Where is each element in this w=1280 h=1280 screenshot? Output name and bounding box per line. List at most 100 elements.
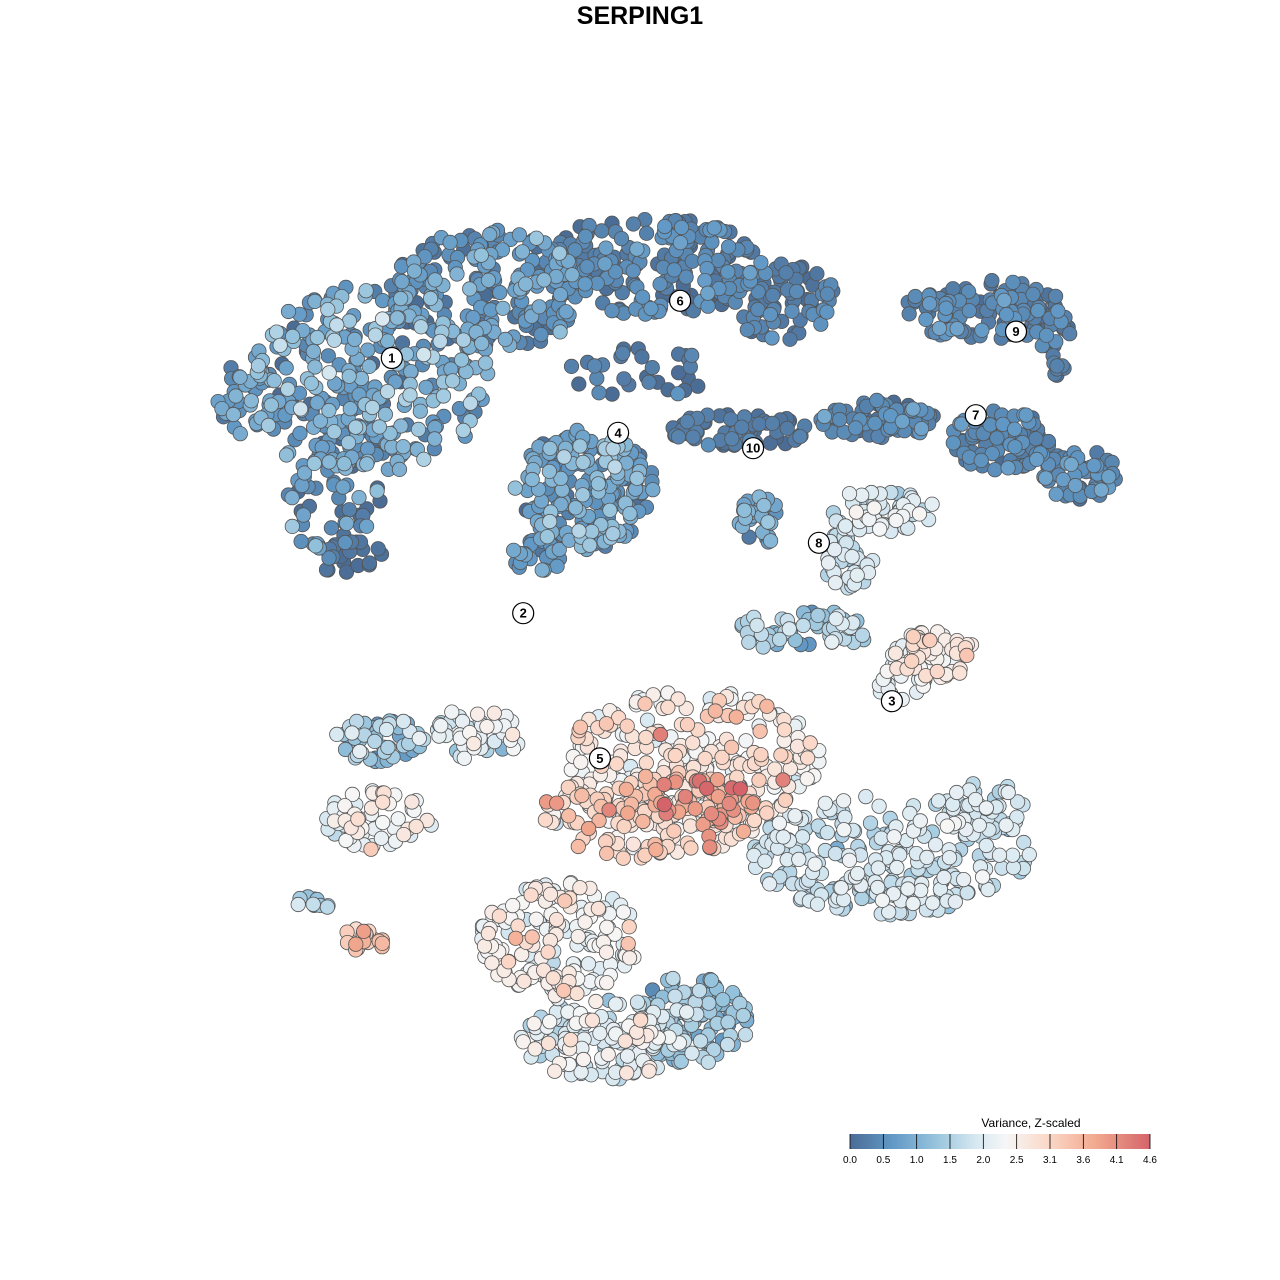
cell-point [734, 419, 750, 435]
cell-point [782, 331, 798, 347]
cell-point [941, 850, 958, 866]
legend-tick-label: 0.0 [843, 1155, 857, 1166]
cell-point [263, 397, 279, 413]
cell-point [435, 388, 452, 404]
cell-point [978, 800, 994, 816]
cell-point [480, 272, 496, 288]
cell-point [755, 639, 771, 655]
cell-point [701, 995, 717, 1011]
cell-point [319, 899, 335, 915]
cell-point [374, 292, 391, 309]
cell-point [922, 632, 938, 649]
cell-point [542, 513, 558, 530]
cell-point [684, 347, 700, 363]
cell-point [707, 703, 724, 719]
cell-point [625, 263, 641, 279]
cell-point [1055, 472, 1071, 488]
cell-point [577, 228, 594, 244]
legend-tick-label: 1.0 [910, 1155, 924, 1166]
cell-point [987, 462, 1003, 478]
cell-point [476, 938, 493, 954]
cell-point [296, 465, 313, 481]
cell-point [848, 504, 864, 520]
cell-point [998, 817, 1014, 833]
cell-point [601, 802, 617, 818]
cell-point [764, 330, 780, 346]
cell-point [356, 923, 372, 940]
cell-point [735, 1007, 751, 1024]
cell-point [925, 895, 941, 911]
cell-point [545, 970, 561, 986]
cell-point [955, 871, 972, 888]
cell-point [605, 526, 621, 542]
cell-point [607, 264, 624, 280]
cell-point [905, 401, 921, 417]
cell-point [552, 286, 569, 303]
cell-point [781, 621, 797, 637]
cell-point [305, 896, 321, 912]
cell-point [600, 1046, 616, 1063]
cell-point [580, 820, 597, 837]
cell-point [784, 303, 800, 319]
cell-point [719, 1036, 736, 1053]
cell-point [1028, 431, 1044, 447]
cell-point [375, 814, 391, 831]
cell-point [393, 290, 409, 307]
cell-point [500, 954, 517, 970]
cell-point [497, 331, 513, 347]
cell-point [795, 617, 811, 634]
cell-point [816, 408, 833, 425]
cell-point [620, 936, 636, 952]
cell-point [978, 837, 994, 854]
color-legend: Variance, Z-scaled 0.0 0.5 1.0 1.5 2.0 2.5 3.1… [843, 1116, 1157, 1166]
cell-point [575, 487, 591, 503]
cell-point [615, 904, 632, 920]
cell-point [391, 461, 408, 477]
cell-point [395, 713, 411, 730]
cell-point [660, 699, 676, 715]
cell-point [358, 518, 375, 534]
cell-point [1093, 482, 1109, 498]
cell-point [873, 830, 889, 846]
cell-point [699, 780, 715, 797]
cell-point [672, 235, 689, 251]
cell-point [889, 859, 905, 876]
cell-point [835, 793, 852, 809]
cell-point [854, 890, 870, 907]
cell-point [305, 343, 321, 359]
cell-point [645, 482, 661, 498]
cell-point [938, 300, 954, 316]
cell-point [329, 726, 345, 743]
cell-point [913, 420, 930, 437]
cell-point [936, 869, 952, 886]
cluster-label-text: 1 [388, 351, 395, 366]
cell-point [929, 663, 945, 680]
cell-point [667, 988, 683, 1004]
cell-point [700, 437, 717, 453]
cell-point [551, 245, 568, 261]
cell-point [377, 406, 393, 422]
cell-point [278, 360, 294, 376]
cell-point [225, 406, 241, 423]
cell-point [284, 490, 300, 506]
cell-point [824, 634, 840, 650]
cell-point [1007, 439, 1023, 455]
cell-point [367, 327, 383, 343]
cell-point [996, 292, 1012, 308]
cell-point [336, 456, 352, 472]
cluster-label-7: 7 [964, 404, 987, 427]
cell-point [346, 331, 363, 347]
cell-point [379, 383, 396, 400]
cell-point [295, 507, 311, 523]
cell-point [1050, 303, 1066, 319]
cell-point [563, 358, 580, 374]
cell-point [615, 345, 631, 361]
cell-point [1029, 451, 1045, 467]
cell-point [402, 387, 418, 403]
cell-point [462, 281, 478, 297]
cell-point [326, 424, 342, 440]
cell-point [341, 502, 357, 518]
cell-point [338, 515, 355, 532]
cell-point [326, 332, 342, 348]
cell-point [537, 812, 554, 828]
